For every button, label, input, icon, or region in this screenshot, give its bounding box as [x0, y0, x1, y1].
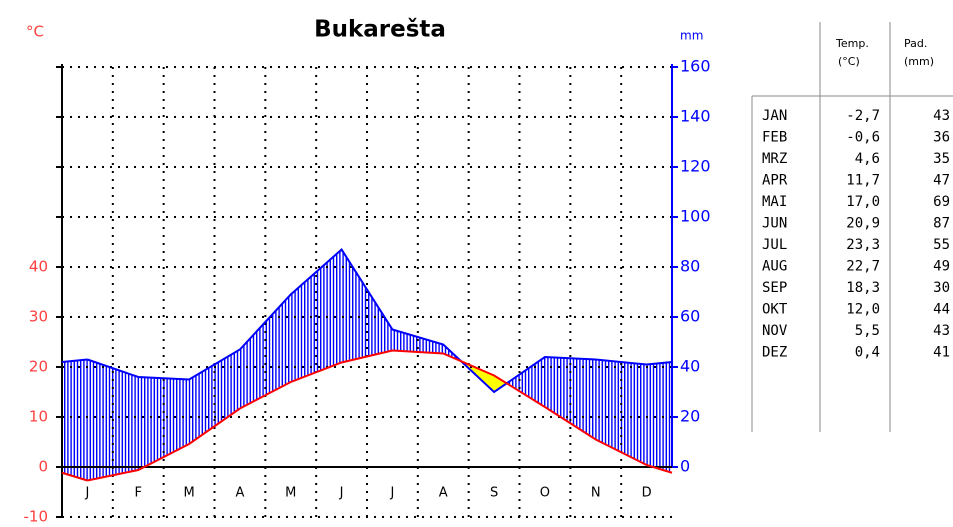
table-temp: 12,0	[846, 302, 880, 318]
table-precip: 36	[933, 130, 950, 146]
x-tick-label: A	[439, 486, 448, 501]
table-precip: 35	[933, 151, 950, 167]
table-header: Temp.	[835, 37, 869, 50]
table-month: SEP	[762, 280, 787, 296]
y2-tick-label: 120	[680, 157, 711, 176]
table-precip: 87	[933, 216, 950, 232]
y2-tick-label: 60	[680, 307, 700, 326]
table-precip: 41	[933, 345, 950, 361]
table-month: NOV	[762, 323, 788, 339]
table-precip: 30	[933, 280, 950, 296]
table	[751, 22, 953, 432]
table-precip: 49	[933, 259, 950, 275]
y2-tick-label: 80	[680, 257, 700, 276]
x-tick-label: M	[285, 486, 296, 501]
line-edge	[646, 464, 673, 474]
y-tick-label: 0	[38, 458, 48, 476]
table-month: APR	[762, 173, 788, 189]
chart-title: Bukarešta	[314, 17, 446, 43]
table-precip: 44	[933, 302, 950, 318]
y2-tick-label: 0	[680, 457, 690, 476]
table-precip: 43	[933, 108, 950, 124]
table-precip: 69	[933, 194, 950, 210]
table-header: (mm)	[904, 55, 934, 68]
table-temp: 0,4	[855, 345, 880, 361]
y-tick-label: 30	[29, 308, 48, 326]
table-precip: 43	[933, 323, 950, 339]
table-temp: 23,3	[846, 237, 880, 253]
x-tick-label: O	[540, 486, 550, 501]
table-month: DEZ	[762, 345, 787, 361]
x-tick-label: F	[135, 486, 142, 501]
table-precip: 55	[933, 237, 950, 253]
x-tick-label: J	[84, 486, 89, 501]
line	[87, 247, 647, 394]
table-temp: 18,3	[846, 280, 880, 296]
y2-tick-label: 140	[680, 107, 711, 126]
table-month: FEB	[762, 130, 787, 146]
y2-tick-label: 40	[680, 357, 700, 376]
line-edge	[61, 358, 88, 363]
x-tick-label: J	[339, 486, 344, 501]
x-tick-label: A	[235, 486, 244, 501]
table-month: AUG	[762, 259, 787, 275]
table-temp: 17,0	[846, 194, 880, 210]
table-temp: 11,7	[846, 173, 880, 189]
table-month: JAN	[762, 108, 787, 124]
table-month: OKT	[762, 302, 788, 318]
line-edge	[646, 361, 673, 366]
table-month: MRZ	[762, 151, 787, 167]
y2-tick-label: 20	[680, 407, 700, 426]
table-header: Pad.	[904, 37, 927, 50]
line-edge	[61, 471, 88, 482]
y-tick-label: 10	[29, 408, 48, 426]
table-temp: -2,7	[846, 108, 880, 124]
table-temp: 22,7	[846, 259, 880, 275]
table-temp: 5,5	[855, 323, 880, 339]
x-tick-label: M	[183, 486, 194, 501]
y-tick-label: -10	[24, 508, 49, 526]
y-tick-label: 40	[29, 258, 48, 276]
table-temp: 4,6	[855, 151, 880, 167]
x-tick-label: N	[591, 486, 601, 501]
y2-tick-label: 160	[680, 57, 711, 76]
y2-axis-label: mm	[680, 29, 703, 43]
table-header: (°C)	[838, 55, 860, 68]
x-tick-label: J	[389, 486, 394, 501]
table-month: JUN	[762, 216, 787, 232]
y2-tick-label: 100	[680, 207, 711, 226]
table-temp: 20,9	[846, 216, 880, 232]
y-axis-label: °C	[26, 23, 44, 41]
line	[87, 349, 648, 482]
table-month: MAI	[762, 194, 787, 210]
table-month: JUL	[762, 237, 787, 253]
x-tick-label: D	[642, 486, 652, 501]
table-precip: 47	[933, 173, 950, 189]
y-tick-label: 20	[29, 358, 48, 376]
table-temp: -0,6	[846, 130, 880, 146]
x-tick-label: S	[490, 486, 498, 501]
